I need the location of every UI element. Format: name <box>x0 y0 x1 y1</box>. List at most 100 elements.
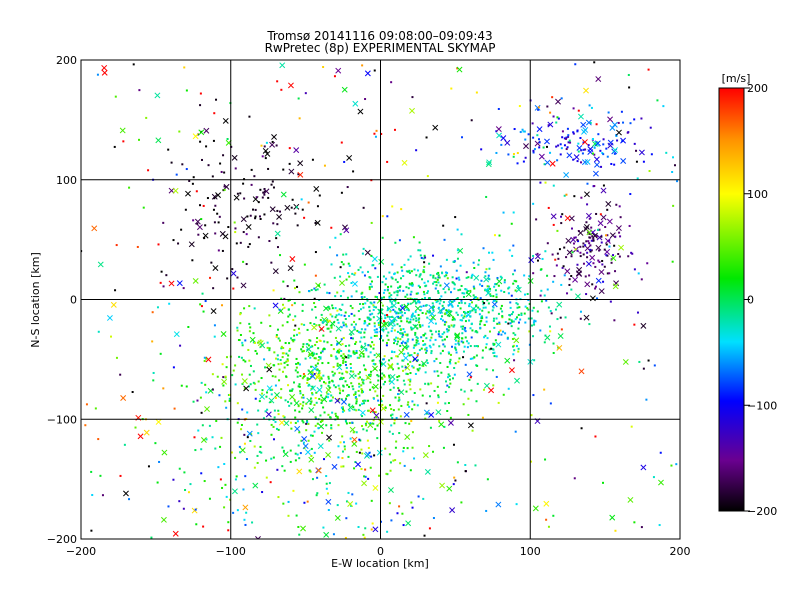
data-point <box>395 290 398 293</box>
data-point <box>403 263 406 266</box>
data-point <box>494 289 497 292</box>
x-axis-label: E-W location [km] <box>331 557 429 570</box>
data-point <box>464 464 467 467</box>
data-point <box>388 359 391 362</box>
data-point-x <box>240 216 247 223</box>
data-point <box>473 266 476 269</box>
data-point <box>647 359 650 362</box>
data-point <box>341 372 344 375</box>
data-point <box>592 237 595 240</box>
data-point <box>369 422 372 425</box>
data-point <box>406 447 409 450</box>
data-point <box>464 470 467 473</box>
data-point <box>464 311 467 314</box>
data-point <box>396 379 399 382</box>
data-point <box>234 383 237 386</box>
data-point <box>452 377 455 380</box>
data-point <box>167 148 170 151</box>
data-point <box>360 390 363 393</box>
data-point <box>350 333 353 336</box>
data-point <box>384 406 387 409</box>
data-point <box>393 342 396 345</box>
data-point-x <box>313 185 320 192</box>
data-point <box>554 258 557 261</box>
data-point <box>218 215 221 218</box>
data-point <box>381 403 384 406</box>
data-point <box>248 115 251 118</box>
data-point-x <box>485 161 492 168</box>
data-point-x <box>409 107 415 114</box>
data-point <box>459 288 462 291</box>
data-point <box>414 331 417 334</box>
data-point <box>577 240 580 243</box>
data-point <box>333 384 336 387</box>
data-point <box>397 408 400 411</box>
data-point <box>497 312 500 315</box>
data-point <box>439 362 442 365</box>
data-point <box>407 270 410 273</box>
data-point <box>250 183 253 186</box>
data-point <box>399 328 402 331</box>
data-point-x <box>274 230 281 237</box>
data-point <box>570 255 573 258</box>
data-point <box>572 132 575 135</box>
data-point <box>365 429 368 432</box>
data-point <box>576 129 579 132</box>
data-point <box>487 274 490 277</box>
data-point <box>514 430 517 433</box>
data-point <box>245 511 248 514</box>
data-point <box>450 300 453 303</box>
data-point <box>381 281 384 284</box>
data-point <box>485 289 488 292</box>
data-point <box>352 393 355 396</box>
data-point <box>314 221 317 224</box>
data-point <box>398 375 401 378</box>
data-point <box>259 217 262 220</box>
data-point <box>272 289 275 292</box>
data-point <box>345 325 348 328</box>
data-point <box>287 359 290 362</box>
data-point <box>517 313 520 316</box>
data-point <box>617 253 620 256</box>
data-point <box>364 527 367 530</box>
data-point <box>290 402 293 405</box>
data-point <box>390 81 393 84</box>
data-point <box>388 380 391 383</box>
data-point <box>217 466 220 469</box>
data-point <box>492 342 495 345</box>
data-point <box>128 498 131 501</box>
data-point <box>420 347 423 350</box>
data-point <box>500 143 503 146</box>
data-point <box>526 307 529 310</box>
data-point <box>582 245 585 248</box>
data-point <box>297 385 300 388</box>
data-point <box>285 360 288 363</box>
data-point <box>600 241 603 244</box>
data-point <box>567 134 570 137</box>
data-point <box>375 129 378 132</box>
data-point <box>187 491 190 494</box>
data-point <box>328 292 331 295</box>
data-point <box>322 334 325 337</box>
data-point <box>268 349 271 352</box>
data-point <box>605 234 608 237</box>
data-point-x <box>391 315 398 322</box>
data-point <box>375 296 378 299</box>
data-point <box>173 407 176 410</box>
data-point <box>329 399 332 402</box>
data-point <box>216 375 219 378</box>
data-point <box>570 227 573 230</box>
data-point <box>398 325 401 328</box>
data-point <box>645 398 648 401</box>
data-point <box>373 305 376 308</box>
data-point <box>409 372 412 375</box>
data-point <box>214 204 217 207</box>
data-point <box>297 173 300 176</box>
data-point-x <box>369 407 376 414</box>
data-point <box>425 351 428 354</box>
data-point <box>351 385 354 388</box>
data-point <box>299 390 302 393</box>
data-point <box>404 341 407 344</box>
data-point <box>589 248 592 251</box>
data-point <box>386 314 389 317</box>
